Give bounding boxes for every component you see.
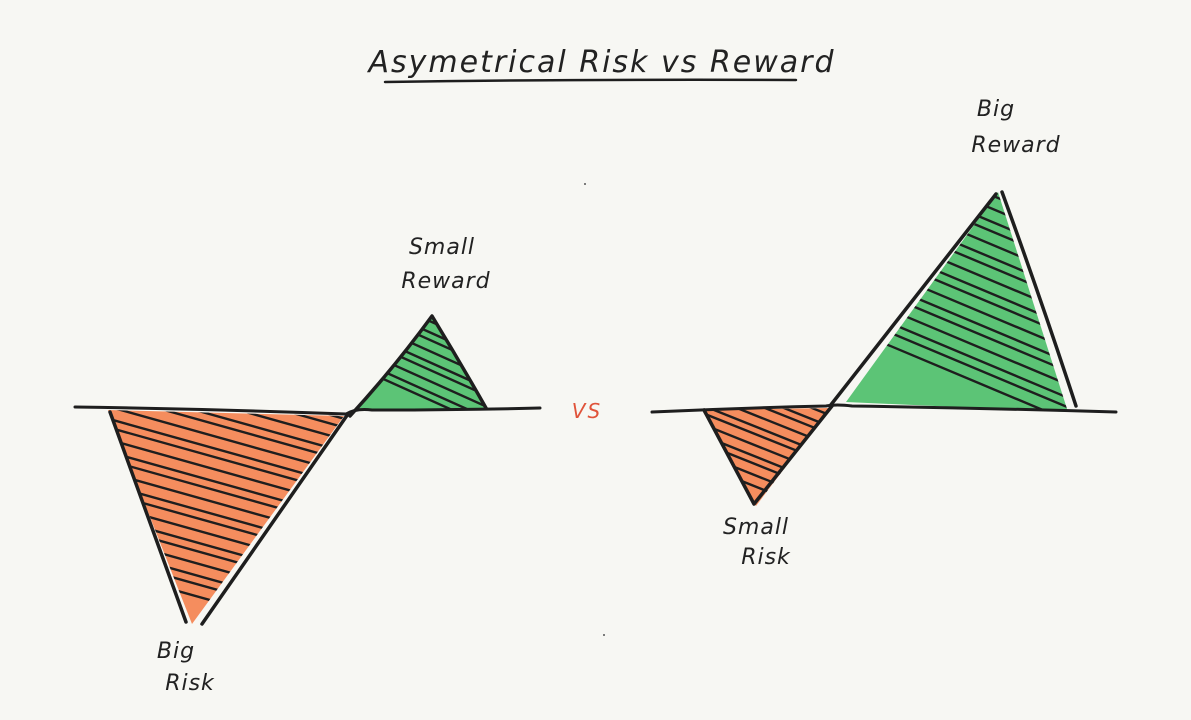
hatch-stroke: [100, 293, 350, 363]
hatch-stroke: [840, 24, 1075, 123]
hatch-stroke: [700, 303, 835, 357]
left-reward-label: Small Reward: [401, 235, 490, 294]
right-reward-label: Big Reward: [971, 97, 1060, 158]
hatch-stroke: [100, 317, 350, 387]
right-risk-label-line-2: Risk: [741, 545, 791, 570]
left-reward-fill: [356, 316, 486, 411]
left-scenario: Small Reward Big Risk: [73, 235, 542, 696]
left-reward-label-line-1: Small: [409, 235, 475, 260]
hatch-stroke: [100, 326, 350, 396]
right-baseline: [650, 403, 1118, 414]
hatch-stroke: [846, 192, 1068, 245]
title-group: Asymetrical Risk vs Reward: [366, 45, 835, 84]
right-big-reward-area: [840, 0, 1075, 412]
left-risk-outline: [108, 410, 350, 626]
right-risk-outline: [702, 404, 834, 506]
hatch-stroke: [108, 568, 344, 624]
hatch-stroke: [108, 410, 344, 455]
stray-dot: [584, 183, 586, 185]
stray-dot: [603, 634, 605, 636]
hatch-stroke: [840, 14, 1075, 113]
left-baseline: [73, 405, 542, 416]
hatch-stroke: [840, 1, 1075, 100]
left-reward-label-line-2: Reward: [401, 269, 490, 294]
hatch-stroke: [700, 344, 835, 398]
hatch-stroke: [100, 260, 350, 330]
right-reward-label-line-1: Big: [977, 97, 1015, 122]
right-scenario: Big Reward Small Risk: [650, 0, 1118, 570]
hatch-stroke: [100, 305, 350, 375]
right-reward-hatching: [840, 0, 1075, 412]
vs-label: VS: [572, 399, 602, 423]
left-big-risk-area: [100, 260, 350, 624]
hatch-stroke: [700, 292, 835, 346]
hatch-stroke: [108, 410, 344, 431]
hatch-stroke: [108, 410, 344, 476]
hatch-stroke: [100, 272, 350, 342]
hatch-stroke: [840, 37, 1075, 136]
hatch-stroke: [700, 352, 835, 406]
hatch-stroke: [700, 314, 835, 368]
hatch-stroke: [840, 0, 1075, 86]
hatch-stroke: [108, 410, 344, 443]
hatch-stroke: [700, 333, 835, 387]
left-risk-label: Big Risk: [157, 639, 215, 696]
hatch-stroke: [108, 410, 344, 464]
right-risk-label-line-1: Small: [723, 515, 789, 540]
right-reward-outline: [828, 190, 1078, 408]
left-risk-label-line-2: Risk: [165, 671, 215, 696]
left-risk-label-line-1: Big: [157, 639, 195, 664]
title-underline: [383, 78, 798, 84]
right-reward-label-line-2: Reward: [971, 133, 1060, 158]
hatch-stroke: [100, 284, 350, 354]
diagram-title: Asymetrical Risk vs Reward: [366, 45, 835, 80]
hatch-stroke: [700, 322, 835, 376]
left-reward-outline: [348, 314, 488, 418]
right-risk-label: Small Risk: [723, 515, 797, 570]
hatch-stroke: [702, 408, 830, 430]
hatch-stroke: [100, 338, 350, 408]
hatch-stroke: [846, 192, 1068, 209]
